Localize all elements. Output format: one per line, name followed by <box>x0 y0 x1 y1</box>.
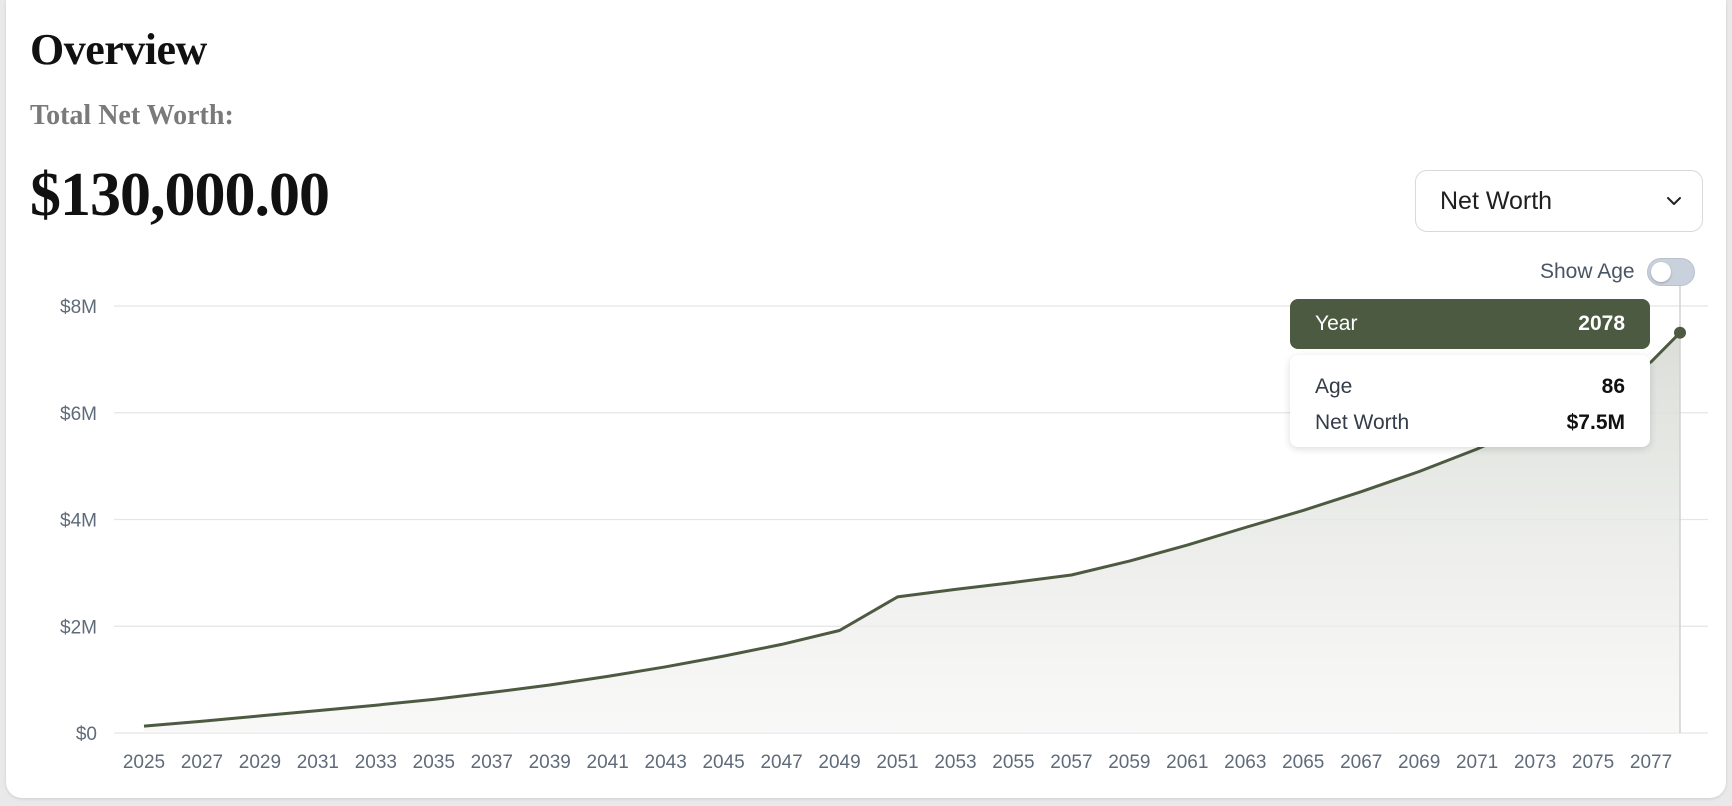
y-tick-label: $8M <box>60 297 97 318</box>
x-tick-label: 2069 <box>1398 752 1440 773</box>
toggle-knob <box>1650 262 1671 282</box>
tooltip-networth-label: Net Worth <box>1315 411 1410 434</box>
x-tick-label: 2055 <box>992 752 1034 773</box>
chevron-down-icon <box>1667 197 1681 205</box>
net-worth-line <box>143 331 1682 728</box>
x-tick-label: 2043 <box>645 752 687 773</box>
x-tick-label: 2035 <box>413 752 455 773</box>
y-axis: $0 $2M $4M $6M $8M <box>60 297 97 745</box>
show-age-control: Show Age <box>1540 256 1695 288</box>
tooltip-year-value: 2078 <box>1578 312 1625 335</box>
page-title: Overview <box>30 25 207 74</box>
tooltip-year-label: Year <box>1315 312 1358 335</box>
x-tick-label: 2073 <box>1514 752 1556 773</box>
net-worth-label: Total Net Worth: <box>30 100 234 131</box>
x-tick-label: 2061 <box>1166 752 1208 773</box>
x-tick-label: 2027 <box>181 752 223 773</box>
x-tick-label: 2057 <box>1050 752 1092 773</box>
x-tick-label: 2039 <box>529 752 571 773</box>
y-tick-label: $2M <box>60 617 97 638</box>
x-tick-label: 2029 <box>239 752 281 773</box>
tooltip-row: Age 86 <box>1315 369 1625 405</box>
x-tick-label: 2071 <box>1456 752 1498 773</box>
x-tick-label: 2041 <box>587 752 629 773</box>
y-tick-label: $6M <box>60 404 97 425</box>
x-tick-label: 2053 <box>934 752 976 773</box>
hover-point[interactable] <box>1674 326 1686 339</box>
x-tick-label: 2025 <box>123 752 165 773</box>
x-axis: 2025 2027 2029 2031 2033 2035 2037 2039 2041 2043… <box>123 752 1672 773</box>
x-tick-label: 2037 <box>471 752 513 773</box>
y-tick-label: $0 <box>76 724 97 745</box>
x-tick-label: 2047 <box>760 752 802 773</box>
x-tick-label: 2059 <box>1108 752 1150 773</box>
tooltip-age-label: Age <box>1315 375 1353 398</box>
x-tick-label: 2031 <box>297 752 339 773</box>
x-tick-label: 2065 <box>1282 752 1324 773</box>
show-age-label: Show Age <box>1540 260 1635 283</box>
x-tick-label: 2045 <box>702 752 744 773</box>
x-tick-label: 2067 <box>1340 752 1382 773</box>
tooltip-body: Age 86 Net Worth $7.5M <box>1290 355 1650 447</box>
net-worth-amount: $130,000.00 <box>30 161 330 229</box>
x-tick-label: 2077 <box>1630 752 1672 773</box>
x-tick-label: 2063 <box>1224 752 1266 773</box>
x-tick-label: 2033 <box>355 752 397 773</box>
x-tick-label: 2049 <box>818 752 860 773</box>
metric-select[interactable]: Net Worth <box>1415 170 1703 232</box>
x-tick-label: 2075 <box>1572 752 1614 773</box>
show-age-toggle[interactable] <box>1646 258 1695 286</box>
net-worth-area <box>144 332 1680 733</box>
tooltip-networth-value: $7.5M <box>1566 411 1625 434</box>
y-tick-label: $4M <box>60 511 97 532</box>
tooltip-age-value: 86 <box>1601 375 1625 398</box>
tooltip-header: Year 2078 <box>1290 299 1650 349</box>
x-tick-label: 2051 <box>876 752 918 773</box>
tooltip-row: Net Worth $7.5M <box>1315 405 1625 441</box>
metric-select-value: Net Worth <box>1440 186 1553 215</box>
